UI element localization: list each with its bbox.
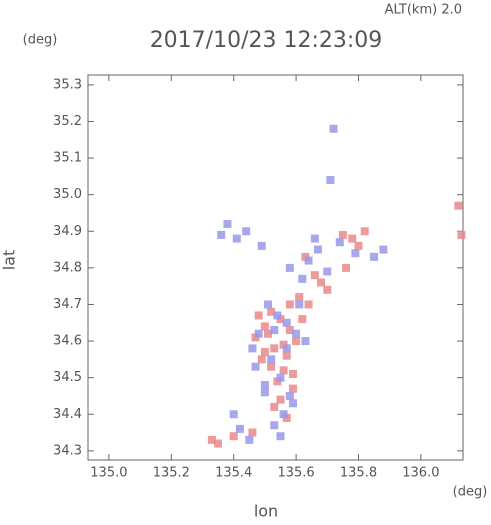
data-cell <box>288 384 297 393</box>
y-tick-label: 35.1 <box>53 151 82 166</box>
x-tick-label: 135.2 <box>153 466 190 481</box>
data-cell <box>270 421 279 430</box>
data-cell <box>214 439 223 448</box>
x-axis-label: lon <box>254 502 278 521</box>
data-cell <box>257 355 266 364</box>
y-unit: (deg) <box>23 33 58 48</box>
data-cell <box>379 245 388 254</box>
y-tick-label: 34.7 <box>53 297 82 312</box>
annotation: ALT(km) 2.0 <box>385 3 462 18</box>
data-cell <box>292 329 301 338</box>
data-cell <box>301 337 310 346</box>
data-cell <box>264 300 273 309</box>
data-cell <box>270 344 279 353</box>
data-cell <box>288 399 297 408</box>
data-cell <box>245 435 254 444</box>
data-cell <box>338 230 347 239</box>
data-cell <box>267 362 276 371</box>
data-cell <box>270 326 279 335</box>
data-cell <box>248 428 257 437</box>
plot-frame <box>87 74 464 461</box>
y-tick-label: 35.3 <box>53 77 82 92</box>
y-tick-label: 34.9 <box>53 224 82 239</box>
data-cell <box>260 388 269 397</box>
data-cell <box>242 227 251 236</box>
y-tick-label: 34.8 <box>53 260 82 275</box>
data-cell <box>207 435 216 444</box>
data-cell <box>454 201 463 210</box>
chart-title: 2017/10/23 12:23:09 <box>150 28 383 53</box>
y-tick-label: 35.0 <box>53 187 82 202</box>
data-cell <box>264 329 273 338</box>
data-cell <box>279 366 288 375</box>
y-tick-label: 34.6 <box>53 334 82 349</box>
data-cell <box>323 285 332 294</box>
data-cell <box>248 344 257 353</box>
data-cell <box>273 311 282 320</box>
data-cell <box>251 362 260 371</box>
data-cell <box>257 241 266 250</box>
y-axis-label: lat <box>0 250 19 271</box>
data-cell <box>335 238 344 247</box>
data-cell <box>223 219 232 228</box>
data-cell <box>276 432 285 441</box>
data-cell <box>232 234 241 243</box>
y-tick-label: 34.4 <box>53 407 82 422</box>
x-unit: (deg) <box>453 485 488 500</box>
data-cell <box>217 230 226 239</box>
data-cell <box>295 293 304 302</box>
data-cell <box>457 230 466 239</box>
data-cell <box>295 300 304 309</box>
data-cell <box>298 274 307 283</box>
data-cell <box>292 337 301 346</box>
data-cell <box>360 227 369 236</box>
x-tick-label: 135.0 <box>90 466 127 481</box>
data-cell <box>329 124 338 133</box>
data-cell <box>370 252 379 261</box>
data-cell <box>317 278 326 287</box>
data-cell <box>276 373 285 382</box>
y-tick-label: 34.3 <box>53 443 82 458</box>
data-cell <box>354 241 363 250</box>
data-cell <box>260 322 269 331</box>
x-tick-label: 135.8 <box>340 466 377 481</box>
x-tick-label: 135.4 <box>215 466 252 481</box>
data-cell <box>323 267 332 276</box>
data-cell <box>279 410 288 419</box>
data-cell <box>288 369 297 378</box>
data-cell <box>285 263 294 272</box>
data-cell <box>285 326 294 335</box>
x-tick-label: 135.6 <box>277 466 314 481</box>
data-cell <box>282 318 291 327</box>
data-cell <box>313 245 322 254</box>
data-cell <box>282 351 291 360</box>
y-tick-label: 35.2 <box>53 114 82 129</box>
data-cell <box>348 234 357 243</box>
data-cell <box>267 355 276 364</box>
data-cell <box>270 402 279 411</box>
data-cell <box>267 307 276 316</box>
data-cell <box>260 380 269 389</box>
data-cell <box>326 176 335 185</box>
data-cell <box>276 395 285 404</box>
data-cell <box>235 424 244 433</box>
data-cell <box>285 391 294 400</box>
x-tick-label: 136.0 <box>402 466 439 481</box>
data-cell <box>229 432 238 441</box>
data-cell <box>285 300 294 309</box>
data-cell <box>298 315 307 324</box>
data-cell <box>304 256 313 265</box>
data-cell <box>282 344 291 353</box>
data-cell <box>310 234 319 243</box>
data-cell <box>254 311 263 320</box>
data-cell <box>342 263 351 272</box>
data-cell <box>304 300 313 309</box>
y-tick-label: 34.5 <box>53 370 82 385</box>
data-cell <box>254 329 263 338</box>
data-cell <box>229 410 238 419</box>
data-cell <box>310 271 319 280</box>
data-cell <box>351 249 360 258</box>
data-cell <box>260 348 269 357</box>
